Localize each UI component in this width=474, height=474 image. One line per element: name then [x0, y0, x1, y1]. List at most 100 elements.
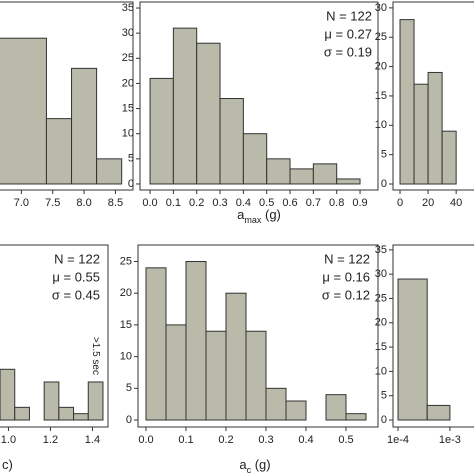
y-tick-label: 15 — [375, 90, 387, 102]
y-tick-label: 20 — [122, 77, 134, 89]
x-tick-label: 0.0 — [142, 197, 157, 209]
x-axis-label: c) — [2, 457, 13, 472]
x-label-unit: (g) — [251, 457, 271, 472]
x-tick-label: 0.7 — [306, 197, 321, 209]
x-tick-label: 0.4 — [298, 434, 313, 446]
annotation: N = 122 — [326, 8, 372, 23]
frame — [392, 244, 474, 428]
bar — [285, 400, 307, 421]
x-axis-label: ac (g) — [239, 457, 270, 474]
y-tick-label: 25 — [375, 31, 387, 43]
bar — [426, 404, 451, 421]
y-tick-label: 5 — [381, 149, 387, 161]
bar — [87, 381, 104, 421]
x-tick-label: 1e-3 — [439, 434, 461, 446]
bar — [71, 67, 98, 185]
x-tick-label: 1e-4 — [387, 434, 409, 446]
bar — [266, 158, 291, 185]
y-tick-label: 15 — [120, 319, 132, 331]
y-tick-label: 15 — [122, 102, 134, 114]
x-tick-label: 7.5 — [45, 197, 60, 209]
y-tick-label: 35 — [122, 2, 134, 14]
x-label-sub: max — [244, 215, 262, 225]
x-tick-label: 0.3 — [212, 197, 227, 209]
y-tick-label: 20 — [375, 60, 387, 72]
x-tick-label: 0.3 — [258, 434, 273, 446]
x-tick-label: 0.1 — [178, 434, 193, 446]
y-tick-label: 10 — [120, 351, 132, 363]
x-label-unit: (g) — [261, 207, 281, 222]
bar — [45, 118, 73, 185]
x-tick-label: 40 — [450, 197, 462, 209]
y-tick-label: 25 — [375, 292, 387, 304]
frame — [137, 244, 379, 428]
annotation: μ = 0.16 — [322, 269, 370, 284]
x-tick-label: 0.2 — [189, 197, 204, 209]
bar — [336, 178, 361, 185]
bar — [185, 260, 207, 421]
y-tick-label: 25 — [120, 255, 132, 267]
bar — [413, 83, 429, 185]
x-tick-label: 0 — [397, 197, 403, 209]
y-tick-label: 5 — [381, 390, 387, 402]
x-tick-label: 1.0 — [1, 434, 16, 446]
x-tick-label: 0.9 — [352, 197, 367, 209]
bar — [242, 133, 268, 185]
bar — [73, 413, 89, 421]
bar — [149, 77, 174, 185]
y-tick-label: 35 — [375, 244, 387, 256]
x-tick-label: 20 — [422, 197, 434, 209]
bar — [196, 42, 221, 185]
y-tick-label: 20 — [375, 317, 387, 329]
annotation: σ = 0.45 — [52, 287, 100, 302]
y-tick-label: 10 — [122, 128, 134, 140]
bar — [441, 130, 457, 185]
bar-label: >1.5 sec — [90, 337, 101, 375]
x-label-main: a — [239, 457, 247, 472]
y-tick-label: 10 — [375, 365, 387, 377]
annotation: σ = 0.12 — [322, 287, 370, 302]
y-tick-label: 10 — [375, 119, 387, 131]
x-tick-label: 0.8 — [329, 197, 344, 209]
bar — [312, 163, 338, 185]
y-tick-label: 0 — [381, 414, 387, 426]
bar — [172, 27, 198, 185]
annotation: μ = 0.55 — [52, 269, 100, 284]
y-tick-label: 5 — [126, 382, 132, 394]
annotation: N = 122 — [54, 251, 100, 266]
x-tick-label: 7.0 — [14, 197, 29, 209]
y-tick-label: 20 — [120, 287, 132, 299]
bar — [0, 37, 47, 185]
y-tick-label: 0 — [381, 178, 387, 190]
bar — [14, 406, 30, 421]
annotation: μ = 0.27 — [324, 26, 372, 41]
bar — [205, 330, 227, 421]
x-label-main: c) — [2, 457, 13, 472]
annotation: N = 122 — [324, 251, 370, 266]
x-tick-label: 0.6 — [282, 197, 297, 209]
y-tick-label: 15 — [375, 341, 387, 353]
y-tick-label: 0 — [128, 178, 134, 190]
bar — [245, 330, 267, 421]
x-tick-label: 0.2 — [218, 434, 233, 446]
bar — [399, 19, 415, 185]
annotation: σ = 0.19 — [324, 44, 372, 59]
bar — [96, 158, 123, 185]
x-tick-label: 8.0 — [76, 197, 91, 209]
x-axis-label: amax (g) — [237, 207, 281, 225]
x-label-main: a — [237, 207, 245, 222]
x-tick-label: 0.1 — [166, 197, 181, 209]
bar — [427, 71, 443, 185]
bar — [265, 387, 287, 421]
y-tick-label: 30 — [122, 27, 134, 39]
bar — [43, 381, 60, 421]
x-label-sub: c — [247, 465, 252, 474]
y-tick-label: 5 — [128, 153, 134, 165]
y-tick-label: 0 — [126, 414, 132, 426]
bar — [219, 98, 244, 185]
bar — [345, 413, 367, 421]
bar — [0, 368, 16, 421]
bar — [397, 278, 428, 421]
x-tick-label: 0.4 — [236, 197, 251, 209]
